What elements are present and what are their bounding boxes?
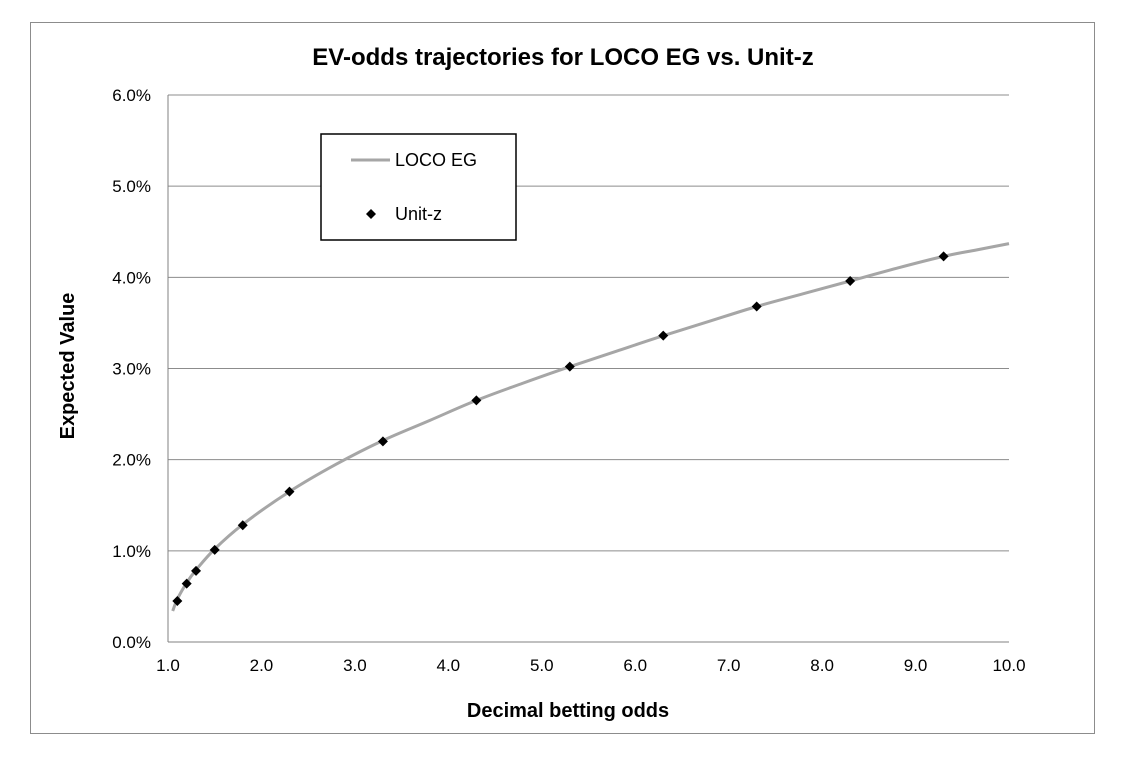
chart-frame: EV-odds trajectories for LOCO EG vs. Uni… bbox=[30, 22, 1095, 734]
x-tick-label: 6.0 bbox=[623, 656, 647, 675]
unit-z-point bbox=[181, 578, 192, 589]
unit-z-point bbox=[237, 520, 248, 531]
x-axis-title: Decimal betting odds bbox=[467, 700, 669, 722]
y-tick-label: 4.0% bbox=[112, 268, 151, 287]
y-tick-labels: 0.0% 1.0% 2.0% 3.0% 4.0% 5.0% 6.0% bbox=[112, 86, 151, 652]
ev-odds-chart: EV-odds trajectories for LOCO EG vs. Uni… bbox=[57, 44, 1026, 722]
plot-area bbox=[171, 242, 1010, 612]
unit-z-point bbox=[284, 486, 295, 497]
x-tick-label: 10.0 bbox=[992, 656, 1025, 675]
unit-z-point bbox=[938, 251, 949, 262]
unit-z-point bbox=[845, 275, 856, 286]
y-tick-label: 2.0% bbox=[112, 451, 151, 470]
y-tick-label: 6.0% bbox=[112, 86, 151, 105]
gridlines bbox=[167, 94, 1009, 643]
legend-swatch-unit-z bbox=[366, 209, 376, 219]
x-tick-label: 2.0 bbox=[250, 656, 274, 675]
legend-label-loco-eg: LOCO EG bbox=[395, 150, 477, 170]
chart-title: EV-odds trajectories for LOCO EG vs. Uni… bbox=[312, 44, 813, 71]
unit-z-point bbox=[209, 544, 220, 555]
x-tick-label: 5.0 bbox=[530, 656, 554, 675]
legend-box bbox=[320, 133, 517, 241]
unit-z-point bbox=[172, 595, 183, 606]
unit-z-point bbox=[377, 436, 388, 447]
unit-z-point bbox=[471, 395, 482, 406]
unit-z-point bbox=[564, 361, 575, 372]
x-tick-label: 9.0 bbox=[904, 656, 928, 675]
y-tick-label: 3.0% bbox=[112, 360, 151, 379]
x-tick-label: 3.0 bbox=[343, 656, 367, 675]
unit-z-point bbox=[751, 301, 762, 312]
x-tick-label: 8.0 bbox=[810, 656, 834, 675]
unit-z-point bbox=[191, 565, 202, 576]
x-tick-labels: 1.0 2.0 3.0 4.0 5.0 6.0 7.0 8.0 9.0 10.0 bbox=[156, 656, 1025, 675]
x-tick-label: 7.0 bbox=[717, 656, 741, 675]
legend-label-unit-z: Unit-z bbox=[395, 204, 442, 224]
unit-z-point bbox=[658, 330, 669, 341]
x-tick-label: 1.0 bbox=[156, 656, 180, 675]
series-line-loco-eg bbox=[171, 242, 1010, 612]
x-tick-label: 4.0 bbox=[437, 656, 461, 675]
y-tick-label: 0.0% bbox=[112, 633, 151, 652]
y-tick-label: 5.0% bbox=[112, 177, 151, 196]
legend: LOCO EG Unit-z bbox=[320, 133, 517, 241]
y-axis-title: Expected Value bbox=[57, 293, 79, 440]
y-tick-label: 1.0% bbox=[112, 542, 151, 561]
